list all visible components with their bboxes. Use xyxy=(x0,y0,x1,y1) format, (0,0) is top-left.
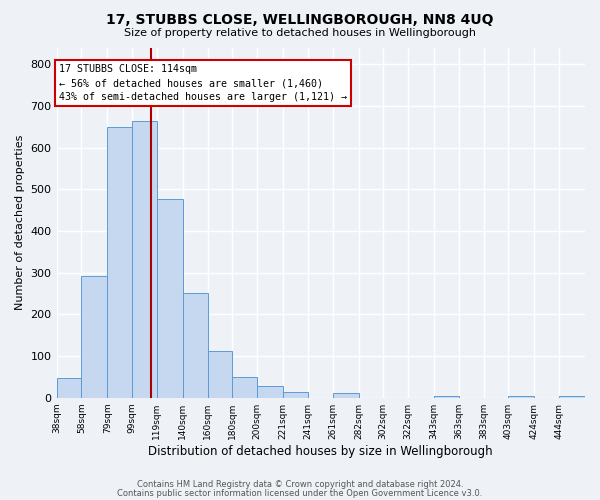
Text: 17 STUBBS CLOSE: 114sqm
← 56% of detached houses are smaller (1,460)
43% of semi: 17 STUBBS CLOSE: 114sqm ← 56% of detache… xyxy=(59,64,347,102)
Bar xyxy=(81,276,107,398)
Bar xyxy=(508,396,534,398)
Bar xyxy=(232,378,257,398)
Bar xyxy=(183,294,208,398)
Bar xyxy=(56,378,81,398)
Bar xyxy=(559,396,585,398)
Y-axis label: Number of detached properties: Number of detached properties xyxy=(15,135,25,310)
Bar xyxy=(157,199,183,398)
Text: 17, STUBBS CLOSE, WELLINGBOROUGH, NN8 4UQ: 17, STUBBS CLOSE, WELLINGBOROUGH, NN8 4U… xyxy=(106,12,494,26)
Bar xyxy=(107,126,132,398)
Bar xyxy=(332,393,359,398)
Bar xyxy=(283,392,308,398)
Text: Contains public sector information licensed under the Open Government Licence v3: Contains public sector information licen… xyxy=(118,488,482,498)
Bar xyxy=(208,350,232,398)
Text: Contains HM Land Registry data © Crown copyright and database right 2024.: Contains HM Land Registry data © Crown c… xyxy=(137,480,463,489)
Bar xyxy=(257,386,283,398)
Bar xyxy=(434,396,459,398)
Text: Size of property relative to detached houses in Wellingborough: Size of property relative to detached ho… xyxy=(124,28,476,38)
Bar xyxy=(132,122,157,398)
X-axis label: Distribution of detached houses by size in Wellingborough: Distribution of detached houses by size … xyxy=(148,444,493,458)
